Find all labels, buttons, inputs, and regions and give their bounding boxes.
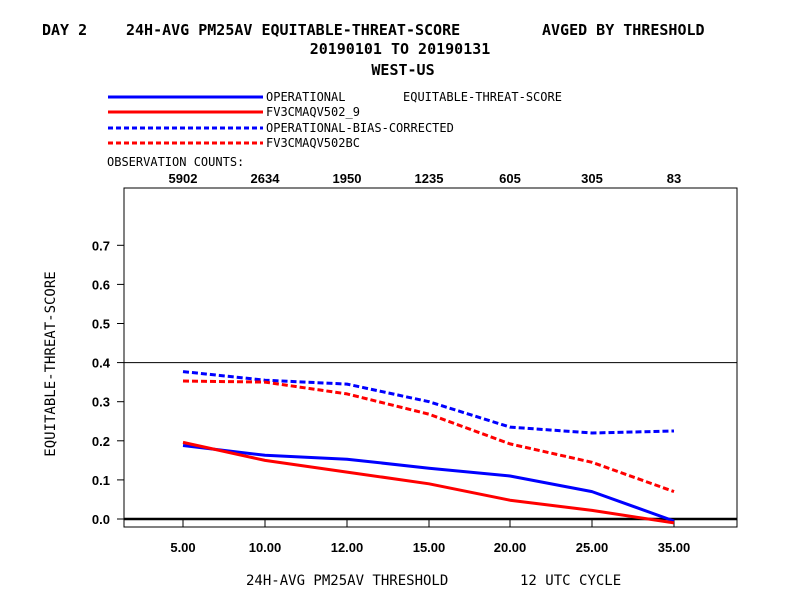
y-tick-label: 0.0 — [92, 512, 110, 527]
header-date-range: 20190101 TO 20190131 — [310, 40, 491, 58]
legend-metric-label: EQUITABLE-THREAT-SCORE — [403, 90, 562, 104]
x-tick-label: 10.00 — [249, 540, 282, 555]
observation-count: 83 — [667, 171, 681, 186]
y-tick-label: 0.6 — [92, 277, 110, 292]
x-axis-cycle-label: 12 UTC CYCLE — [520, 573, 621, 589]
series-line — [182, 444, 675, 523]
header-averaged-by: AVGED BY THRESHOLD — [542, 21, 705, 39]
x-tick-label: 35.00 — [658, 540, 691, 555]
series-line — [182, 379, 675, 494]
y-tick-label: 0.4 — [92, 356, 111, 371]
x-tick-label: 12.00 — [331, 540, 364, 555]
legend-entry-label: OPERATIONAL-BIAS-CORRECTED — [266, 121, 454, 135]
y-tick-label: 0.5 — [92, 317, 110, 332]
observation-count: 305 — [581, 171, 603, 186]
observation-count: 1235 — [415, 171, 444, 186]
y-axis-ticks: 0.0 0.1 0.2 0.3 0.4 0.5 0.6 0.7 — [92, 238, 124, 527]
y-tick-label: 0.7 — [92, 238, 110, 253]
series-lines — [182, 370, 675, 525]
y-axis-title: EQUITABLE-THREAT-SCORE — [43, 271, 59, 456]
y-tick-label: 0.2 — [92, 434, 110, 449]
observation-count: 5902 — [169, 171, 198, 186]
header-day: DAY 2 — [42, 21, 87, 39]
series-line — [182, 370, 675, 435]
y-tick-label: 0.1 — [92, 473, 110, 488]
legend-entry-label: FV3CMAQV502_9 — [266, 105, 360, 119]
observation-counts-label: OBSERVATION COUNTS: — [107, 155, 244, 169]
x-tick-label: 5.00 — [170, 540, 195, 555]
x-tick-label: 20.00 — [494, 540, 527, 555]
observation-count: 1950 — [333, 171, 362, 186]
legend-entry-label: FV3CMAQV502BC — [266, 136, 360, 150]
x-axis-ticks: 5.00 10.00 12.00 15.00 20.00 25.00 35.00 — [170, 519, 690, 555]
observation-count: 605 — [499, 171, 521, 186]
observation-count: 2634 — [251, 171, 281, 186]
x-axis-title: 24H-AVG PM25AV THRESHOLD — [246, 573, 448, 589]
legend-entry-label: OPERATIONAL — [266, 90, 345, 104]
header-region: WEST-US — [371, 61, 434, 79]
y-tick-label: 0.3 — [92, 395, 110, 410]
observation-counts: 5902 2634 1950 1235 605 305 83 — [169, 171, 682, 186]
x-tick-label: 25.00 — [576, 540, 609, 555]
plot-frame — [123, 187, 738, 528]
header-metric-title: 24H-AVG PM25AV EQUITABLE-THREAT-SCORE — [126, 21, 460, 39]
series-line — [182, 440, 675, 525]
x-tick-label: 15.00 — [413, 540, 446, 555]
